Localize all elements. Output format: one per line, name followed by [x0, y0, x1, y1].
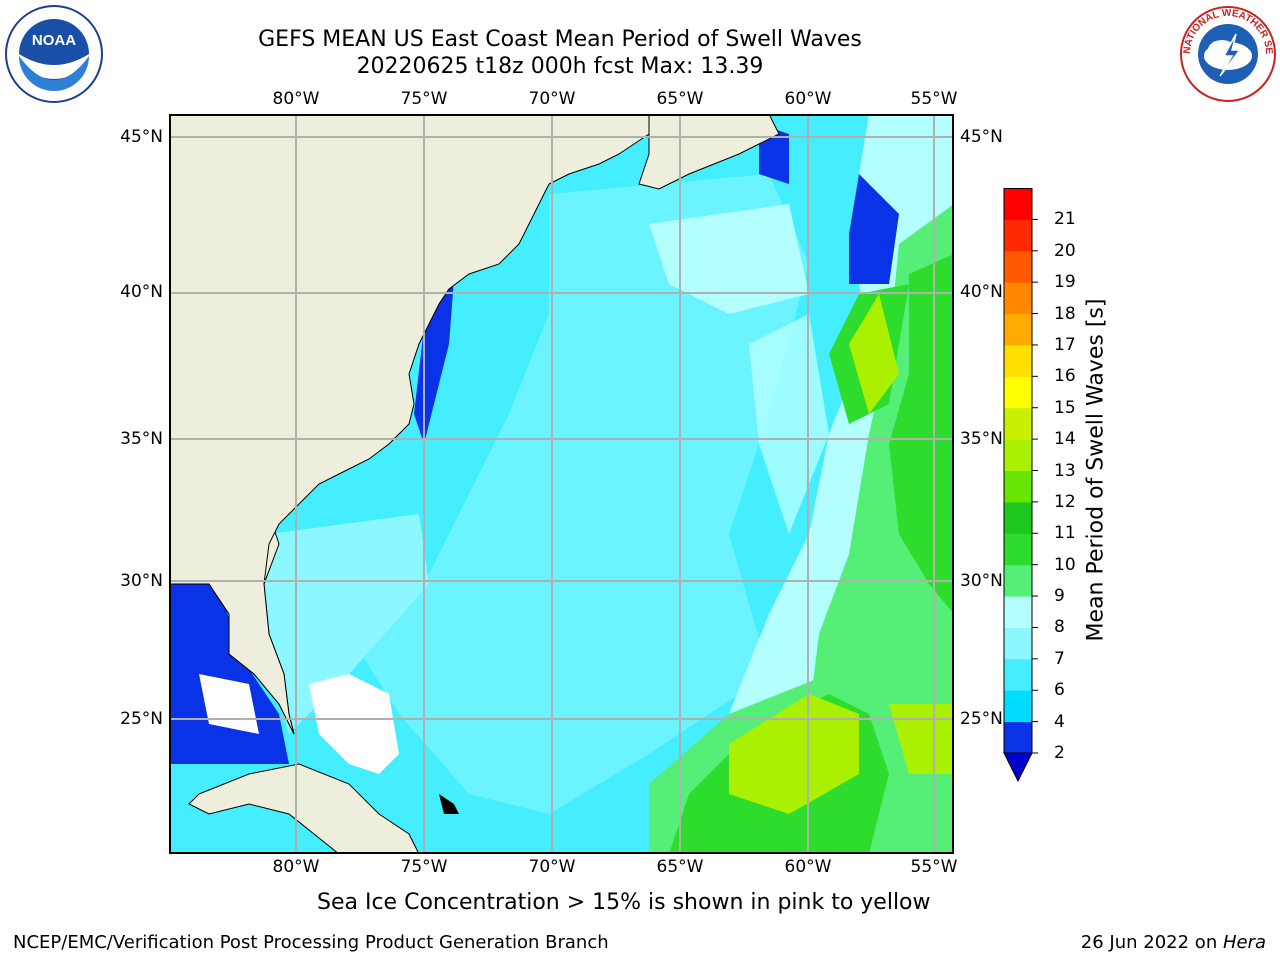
lon-label-bottom: 70°W: [528, 857, 576, 877]
swell-band-13s-north: [849, 294, 899, 414]
lat-label-right: 40°N: [960, 282, 1003, 302]
lon-label-top: 80°W: [272, 89, 320, 109]
swell-period-map: [169, 114, 954, 854]
swell-band-2s-scotian: [849, 174, 899, 284]
map-frame: [169, 114, 954, 854]
lon-label-bottom: 55°W: [910, 857, 958, 877]
colorbar-tick-label: 13: [1054, 460, 1076, 481]
swell-band-8s: [649, 204, 809, 314]
cuba-land: [188, 763, 420, 854]
colorbar-segment: [1004, 501, 1032, 534]
colorbar-tick-label: 7: [1054, 648, 1065, 669]
colorbar-tick-label: 16: [1054, 366, 1076, 387]
lat-label-left: 30°N: [120, 571, 163, 591]
colorbar-extend-arrow: [1003, 752, 1033, 783]
canada-land: [638, 114, 780, 190]
lon-label-bottom: 75°W: [400, 857, 448, 877]
colorbar-segment: [1004, 250, 1032, 283]
lon-label-top: 70°W: [528, 89, 576, 109]
colorbar-tick-label: 2: [1054, 743, 1065, 763]
graticule: [169, 114, 954, 854]
island-marker: [439, 794, 459, 814]
colorbar-tick-label: 19: [1054, 272, 1076, 293]
swell-band-10s: [889, 254, 954, 614]
colorbar-tick-label: 17: [1054, 334, 1076, 355]
colorbar-tick-label: 9: [1054, 586, 1065, 607]
colorbar-segment: [1004, 282, 1032, 315]
colorbar-segment: [1004, 219, 1032, 252]
lat-label-right: 25°N: [960, 709, 1003, 729]
lat-label-left: 25°N: [120, 709, 163, 729]
colorbar: [1003, 188, 1038, 783]
noaa-logo: NOAA: [4, 4, 104, 104]
lon-label-bottom: 80°W: [272, 857, 320, 877]
nws-logo: NATIONAL WEATHER SERVICE: [1174, 0, 1278, 104]
svg-text:NOAA: NOAA: [32, 32, 76, 49]
lat-label-right: 35°N: [960, 429, 1003, 449]
lon-label-top: 75°W: [400, 89, 448, 109]
lat-label-right: 30°N: [960, 571, 1003, 591]
footer-credit: NCEP/EMC/Verification Post Processing Pr…: [13, 932, 609, 953]
colorbar-tick-label: 12: [1054, 491, 1076, 512]
colorbar-tick-label: 6: [1054, 680, 1065, 701]
colorbar-segment: [1004, 188, 1032, 220]
lat-label-left: 45°N: [120, 127, 163, 147]
colorbar-segment: [1004, 658, 1032, 691]
lat-label-right: 45°N: [960, 127, 1003, 147]
colorbar-segment: [1004, 376, 1032, 409]
colorbar-segment: [1004, 439, 1032, 471]
swell-band-13s-south: [729, 694, 859, 814]
colorbar-segment: [1004, 407, 1032, 440]
lon-label-bottom: 60°W: [784, 857, 832, 877]
lat-label-left: 35°N: [120, 429, 163, 449]
colorbar-tick-label: 10: [1054, 554, 1076, 575]
colorbar-tick-label: 15: [1054, 397, 1076, 418]
lon-label-top: 55°W: [910, 89, 958, 109]
swell-band-7s-south: [259, 514, 429, 734]
swell-band-13s-east: [889, 704, 954, 774]
colorbar-segment: [1004, 313, 1032, 346]
colorbar-segment: [1004, 596, 1032, 628]
footer-date: 26 Jun 2022 on Hera: [1080, 932, 1266, 953]
colorbar-label: Mean Period of Swell Waves [s]: [1083, 298, 1109, 642]
colorbar-segment: [1004, 564, 1032, 597]
lon-label-top: 60°W: [784, 89, 832, 109]
colorbar-tick-label: 8: [1054, 617, 1065, 638]
colorbar-tick-label: 4: [1054, 711, 1065, 732]
colorbar-tick-label: 14: [1054, 429, 1076, 450]
lat-label-left: 40°N: [120, 282, 163, 302]
colorbar-segment: [1004, 690, 1032, 723]
chart-title: GEFS MEAN US East Coast Mean Period of S…: [258, 27, 862, 52]
colorbar-segment: [1004, 470, 1032, 503]
colorbar-segment: [1004, 627, 1032, 660]
bahamas-mask: [309, 674, 399, 774]
colorbar-segment: [1004, 533, 1032, 566]
us-land: [169, 114, 650, 735]
lon-label-bottom: 65°W: [656, 857, 704, 877]
lon-label-top: 65°W: [656, 89, 704, 109]
swell-band-7s: [349, 174, 809, 814]
colorbar-segment: [1004, 344, 1032, 377]
colorbar-tick-label: 20: [1054, 240, 1076, 261]
colorbar-tick-label: 18: [1054, 303, 1076, 324]
sea-ice-caption: Sea Ice Concentration > 15% is shown in …: [317, 890, 931, 915]
colorbar-segment: [1004, 721, 1032, 754]
colorbar-tick-label: 21: [1054, 209, 1076, 230]
colorbar-tick-label: 11: [1054, 523, 1076, 544]
chart-subtitle: 20220625 t18z 000h fcst Max: 13.39: [356, 54, 764, 79]
